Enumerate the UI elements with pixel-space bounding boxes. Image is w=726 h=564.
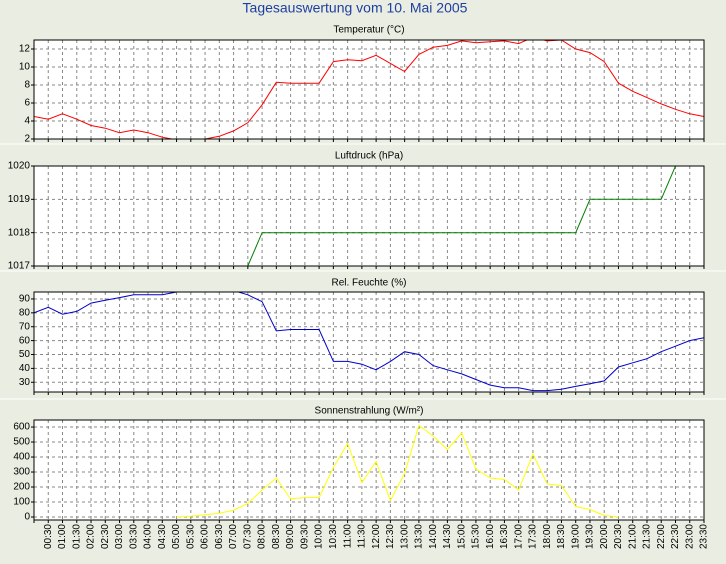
x-tick-label: 18:30 (556, 524, 567, 549)
x-tick-label: 19:00 (570, 524, 581, 549)
x-tick-label: 04:00 (143, 524, 154, 549)
x-tick-label: 19:30 (585, 524, 596, 549)
series-group (34, 166, 704, 266)
panel-title: Sonnenstrahlung (W/m²) (315, 406, 424, 417)
x-tick-label: 21:30 (642, 524, 653, 549)
x-tick-label: 14:30 (442, 524, 453, 549)
x-tick-label: 22:00 (656, 524, 667, 549)
plot-frame (33, 165, 705, 267)
x-tick-label: 05:30 (185, 524, 196, 549)
x-tick-label: 15:30 (471, 524, 482, 549)
y-tick-label: 12 (19, 44, 31, 55)
x-tick-label: 13:30 (414, 524, 425, 549)
y-tick-label: 400 (13, 452, 30, 463)
y-tick-label: 600 (13, 422, 30, 433)
series-group (34, 292, 704, 392)
x-tick-label: 23:00 (684, 524, 695, 549)
x-tick-label: 17:30 (528, 524, 539, 549)
y-tick-label: 100 (13, 497, 30, 508)
y-tick-label: 40 (19, 363, 31, 374)
x-tick-label: 06:30 (214, 524, 225, 549)
x-tick-label: 07:30 (242, 524, 253, 549)
plot-frame (33, 291, 705, 393)
x-tick-label: 23:30 (699, 524, 710, 549)
panel-title: Rel. Feuchte (%) (331, 278, 406, 289)
y-tick-label: 80 (19, 307, 31, 318)
plot-area (34, 166, 704, 266)
y-tick-label: 300 (13, 467, 30, 478)
x-tick-label: 08:00 (257, 524, 268, 549)
y-tick-label: 90 (19, 294, 31, 305)
x-tick-label: 08:30 (271, 524, 282, 549)
plot-area (34, 40, 704, 139)
x-tick-label: 09:30 (299, 524, 310, 549)
x-tick-label: 03:00 (114, 524, 125, 549)
x-tick-label: 06:00 (200, 524, 211, 549)
y-tick-label: 10 (19, 62, 31, 73)
y-tick-label: 30 (19, 377, 31, 388)
y-tick-label: 0 (24, 512, 30, 523)
y-tick-label: 1017 (8, 261, 31, 272)
y-tick-label: 60 (19, 335, 31, 346)
x-tick-label: 07:00 (228, 524, 239, 549)
panel-title: Temperatur (°C) (333, 25, 404, 36)
y-tick-label: 200 (13, 482, 30, 493)
x-tick-label: 16:30 (499, 524, 510, 549)
plot-area (34, 292, 704, 392)
x-tick-label: 10:00 (314, 524, 325, 549)
x-tick-label: 12:00 (371, 524, 382, 549)
data-line (34, 292, 704, 392)
x-tick-label: 13:00 (399, 524, 410, 549)
x-tick-label: 01:30 (71, 524, 82, 549)
x-tick-label: 11:30 (357, 524, 368, 549)
plot-frame (33, 39, 705, 140)
y-tick-label: 500 (13, 437, 30, 448)
data-line (176, 424, 619, 518)
y-tick-label: 1019 (8, 194, 31, 205)
x-tick-label: 01:00 (57, 524, 68, 549)
y-tick-label: 1018 (8, 227, 31, 238)
x-tick-label: 20:00 (599, 524, 610, 549)
plot-frame (33, 419, 705, 521)
x-tick-label: 03:30 (128, 524, 139, 549)
y-tick-label: 8 (24, 80, 30, 91)
y-tick-label: 50 (19, 349, 31, 360)
x-tick-label: 09:00 (285, 524, 296, 549)
x-tick-label: 00:30 (43, 524, 54, 549)
x-tick-label: 15:00 (456, 524, 467, 549)
x-tick-label: 10:30 (328, 524, 339, 549)
y-tick-label: 1020 (8, 161, 31, 172)
x-tick-label: 18:00 (542, 524, 553, 549)
x-tick-label: 02:30 (100, 524, 111, 549)
x-tick-label: 05:00 (171, 524, 182, 549)
y-tick-label: 4 (24, 116, 30, 127)
x-tick-label: 16:00 (485, 524, 496, 549)
y-tick-label: 6 (24, 98, 30, 109)
data-line (34, 166, 704, 266)
x-tick-label: 17:00 (513, 524, 524, 549)
plot-area (34, 420, 704, 520)
x-tick-label: 21:00 (627, 524, 638, 549)
panel-title: Luftdruck (hPa) (335, 151, 403, 162)
x-tick-label: 02:00 (86, 524, 97, 549)
series-group (34, 40, 704, 139)
page-title: Tagesauswertung vom 10. Mai 2005 (243, 0, 468, 16)
series-group (176, 424, 619, 518)
x-tick-label: 11:00 (342, 524, 353, 549)
x-tick-label: 04:30 (157, 524, 168, 549)
y-tick-label: 70 (19, 321, 31, 332)
data-line (34, 40, 704, 139)
y-tick-label: 2 (24, 134, 30, 145)
x-tick-label: 14:00 (428, 524, 439, 549)
x-tick-label: 20:30 (613, 524, 624, 549)
x-tick-label: 12:30 (385, 524, 396, 549)
x-tick-label: 22:30 (670, 524, 681, 549)
